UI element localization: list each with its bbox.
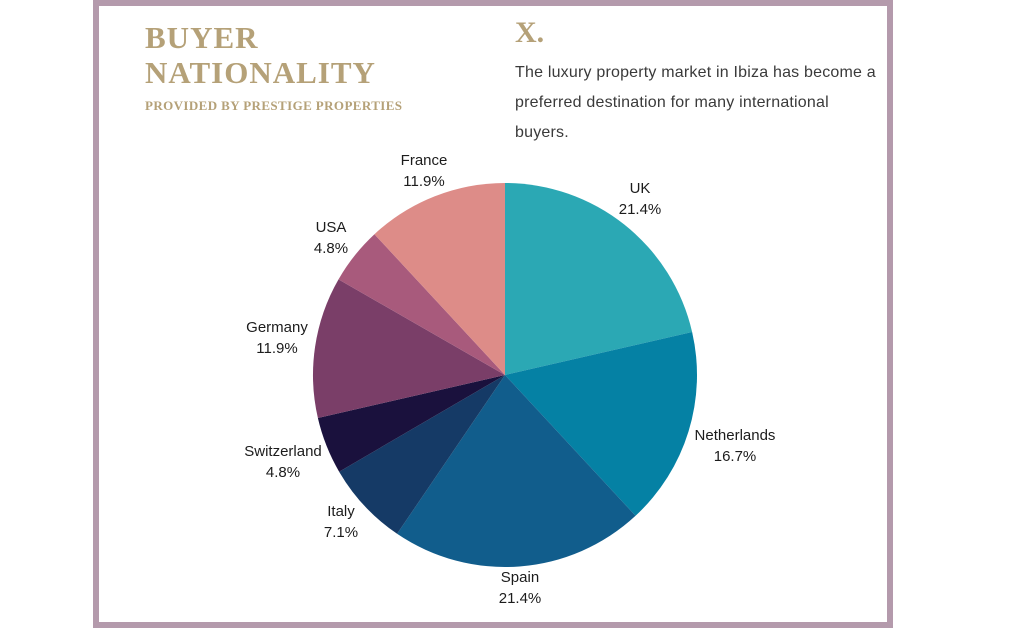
pie-label-italy: Italy 7.1%	[324, 501, 358, 543]
pie-label-value: 4.8%	[313, 240, 349, 257]
pie-label-category: Spain	[500, 569, 540, 586]
pie-label-germany: Germany 11.9%	[246, 317, 308, 359]
monogram-text: X.	[515, 16, 545, 49]
pie-slice-spain	[397, 375, 636, 568]
pie-label-value: 11.9%	[403, 173, 445, 190]
pie-slice-netherlands	[505, 331, 698, 516]
pie-label-netherlands: Netherlands 16.7%	[695, 425, 776, 467]
page-title: BUYER NATIONALITY	[145, 20, 445, 90]
pie-label-value: 21.4%	[498, 590, 542, 607]
pie-label-value: 11.9%	[256, 340, 298, 357]
pie-label-category: Italy	[327, 503, 355, 520]
pie-label-category: Switzerland	[244, 443, 322, 460]
page-title-line2: NATIONALITY	[145, 55, 376, 90]
pie-label-value: 4.8%	[265, 464, 301, 481]
pie-label-category: Germany	[246, 319, 308, 336]
pie-slice-usa	[338, 234, 505, 375]
pie-label-category: Netherlands	[694, 427, 776, 444]
pie-label-usa: USA 4.8%	[314, 217, 348, 259]
pie-label-uk: UK 21.4%	[619, 178, 662, 220]
intro-block: X. The luxury property market in Ibiza h…	[515, 16, 895, 148]
pie-label-value: 21.4%	[618, 201, 662, 218]
pie-label-switzerland: Switzerland 4.8%	[244, 441, 322, 483]
pie-label-category: UK	[629, 180, 651, 197]
brand-block: BUYER NATIONALITY PROVIDED BY PRESTIGE P…	[145, 20, 445, 114]
page-title-line1: BUYER	[145, 20, 259, 55]
pie-slice-germany	[312, 279, 505, 419]
pie-label-spain: Spain 21.4%	[499, 567, 542, 609]
pie-slice-italy	[339, 375, 505, 534]
pie-slice-uk	[505, 183, 693, 375]
pie-slice-switzerland	[317, 375, 505, 472]
pie-label-category: France	[400, 152, 448, 169]
pie-label-value: 16.7%	[713, 448, 757, 465]
pie-label-category: USA	[315, 219, 347, 236]
intro-description: The luxury property market in Ibiza has …	[515, 64, 876, 141]
pie-label-france: France 11.9%	[401, 150, 448, 192]
pie-label-value: 7.1%	[323, 524, 359, 541]
page-subtitle: PROVIDED BY PRESTIGE PROPERTIES	[145, 98, 403, 113]
pie-slice-france	[374, 183, 505, 375]
